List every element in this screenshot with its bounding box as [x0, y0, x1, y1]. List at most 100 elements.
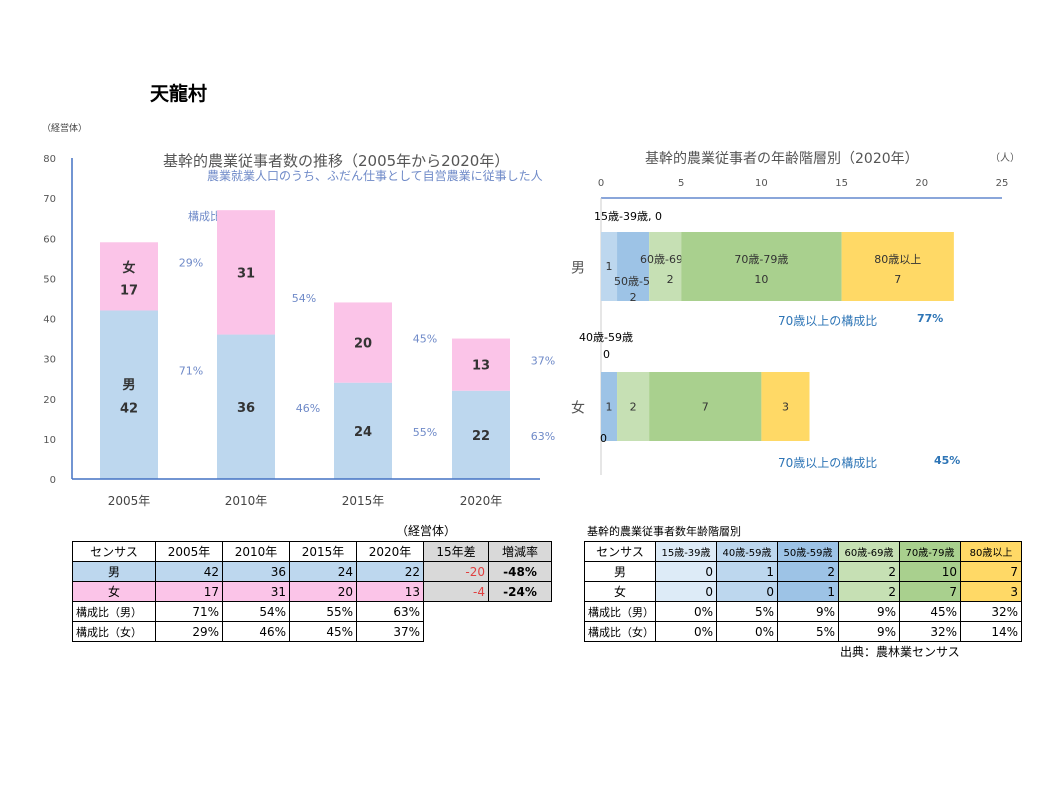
table-cell: 構成比（女） [584, 621, 656, 642]
over70-label-m: 70歳以上の構成比 [778, 314, 878, 328]
share-male: 46% [296, 402, 320, 415]
table-cell: 3 [960, 581, 1022, 602]
bar-female [100, 242, 158, 311]
table-cell: 36 [222, 561, 290, 582]
bar-segment [649, 372, 762, 441]
table-cell: -4 [423, 581, 489, 602]
chart1-subtitle: 農業就業人口のうち、ふだん仕事として自営農業に従事した人 [207, 169, 543, 183]
table-cell: 女 [584, 581, 656, 602]
y-tick-label: 40 [43, 315, 56, 326]
chart1-annotation: 構成比 [188, 210, 218, 223]
table-cell: センサス [584, 541, 656, 562]
data-label-male: 42 [120, 402, 138, 417]
data-label: 7 [894, 273, 901, 286]
table-cell: 70歳-79歳 [899, 541, 961, 562]
table-row: 女 17 31 20 13 -4 -24% [72, 581, 552, 602]
y-tick-label: 0 [50, 475, 56, 486]
table-cell: 20 [289, 581, 357, 602]
series-name-label: 60歳-69歳 [640, 253, 694, 266]
bar-segment [761, 372, 810, 441]
data-label-female: 31 [237, 266, 255, 281]
table-row: 男 42 36 24 22 -20 -48% [72, 561, 552, 582]
x-tick-label: 25 [996, 178, 1009, 189]
table-cell: 女 [72, 581, 156, 602]
table-row: 構成比（男） 0% 5% 9% 9% 45% 32% [584, 601, 1022, 622]
table-cell: 構成比（男） [584, 601, 656, 622]
table-cell: 7 [960, 561, 1022, 582]
bar-female [217, 210, 275, 335]
table-cell: 14% [960, 621, 1022, 642]
share-male: 63% [531, 430, 555, 443]
series-name-label: 70歳-79歳 [734, 253, 788, 266]
bar-male [334, 382, 392, 479]
table-cell: 5% [777, 621, 839, 642]
bar-female [334, 302, 392, 383]
data-label: 10 [754, 273, 768, 286]
table-cell: 50歳-59歳 [777, 541, 839, 562]
bar-segment [681, 232, 842, 301]
data-label: 1 [606, 401, 613, 414]
share-female: 29% [179, 256, 203, 269]
category-label: 男 [571, 261, 585, 277]
table-row: 構成比（女） 29% 46% 45% 37% [72, 621, 552, 642]
table-row: 構成比（男） 71% 54% 55% 63% [72, 601, 552, 622]
y-tick-label: 50 [43, 274, 56, 285]
series-name-female: 女 [122, 260, 135, 276]
table-cell: 0% [655, 601, 717, 622]
bar-male [452, 390, 510, 479]
data-label-female: 17 [120, 283, 138, 298]
table-cell: 10 [899, 561, 961, 582]
y-tick-label: 10 [43, 435, 56, 446]
table-cell: 構成比（男） [72, 601, 156, 622]
y-tick-label: 20 [43, 395, 56, 406]
data-label: 3 [782, 401, 789, 414]
table-cell: 9% [777, 601, 839, 622]
y-tick-label: 60 [43, 234, 56, 245]
table-cell: 男 [72, 561, 156, 582]
data-label: 2 [630, 401, 637, 414]
share-female: 37% [531, 355, 555, 368]
bar-segment [649, 232, 682, 301]
bar-male [100, 310, 158, 479]
table-cell: 32% [960, 601, 1022, 622]
table-cell: 45% [899, 601, 961, 622]
table-cell: 0 [716, 581, 778, 602]
y-axis-unit: （経営体） [42, 124, 88, 134]
table-cell: 7 [899, 581, 961, 602]
x-tick-label: 2005年 [108, 494, 151, 508]
x-tick-label: 5 [678, 178, 684, 189]
data-label: 2 [630, 291, 637, 304]
x-tick-label: 2010年 [225, 494, 268, 508]
share-female: 45% [413, 333, 437, 346]
table-cell: 31 [222, 581, 290, 602]
category-label: 女 [571, 400, 585, 417]
table-cell: 37% [356, 621, 424, 642]
table-cell: 80歳以上 [960, 541, 1022, 562]
table-cell: 2015年 [289, 541, 357, 562]
table-row: 構成比（女） 0% 0% 5% 9% 32% 14% [584, 621, 1022, 642]
table-cell: 55% [289, 601, 357, 622]
data-label-male: 22 [472, 429, 490, 444]
bar-male [217, 334, 275, 479]
x-tick-label: 20 [915, 178, 928, 189]
table-cell: 1 [777, 581, 839, 602]
data-label-female: 20 [354, 337, 372, 352]
series-name-male: 男 [122, 378, 135, 393]
table-cell: 60歳-69歳 [838, 541, 900, 562]
series-name-label: 80歳以上 [874, 253, 921, 266]
table-cell: 15年差 [423, 541, 489, 562]
table-cell: 構成比（女） [72, 621, 156, 642]
table-cell: 男 [584, 561, 656, 582]
label-f-4059-val: 0 [603, 348, 610, 361]
over70-value-m: 77% [917, 312, 944, 325]
table-cell: 9% [838, 601, 900, 622]
table-row: 男 0 1 2 2 10 7 [584, 561, 1022, 582]
table-age-groups: センサス 15歳-39歳 40歳-59歳 50歳-59歳 60歳-69歳 70歳-79歳 8… [584, 541, 1022, 642]
table-header-row: センサス 2005年 2010年 2015年 2020年 15年差 増減率 [72, 541, 552, 562]
x-tick-label: 15 [835, 178, 848, 189]
table-header-row: センサス 15歳-39歳 40歳-59歳 50歳-59歳 60歳-69歳 70歳-79歳 8… [584, 541, 1022, 562]
y-tick-label: 80 [43, 154, 56, 165]
table-cell: 29% [155, 621, 223, 642]
